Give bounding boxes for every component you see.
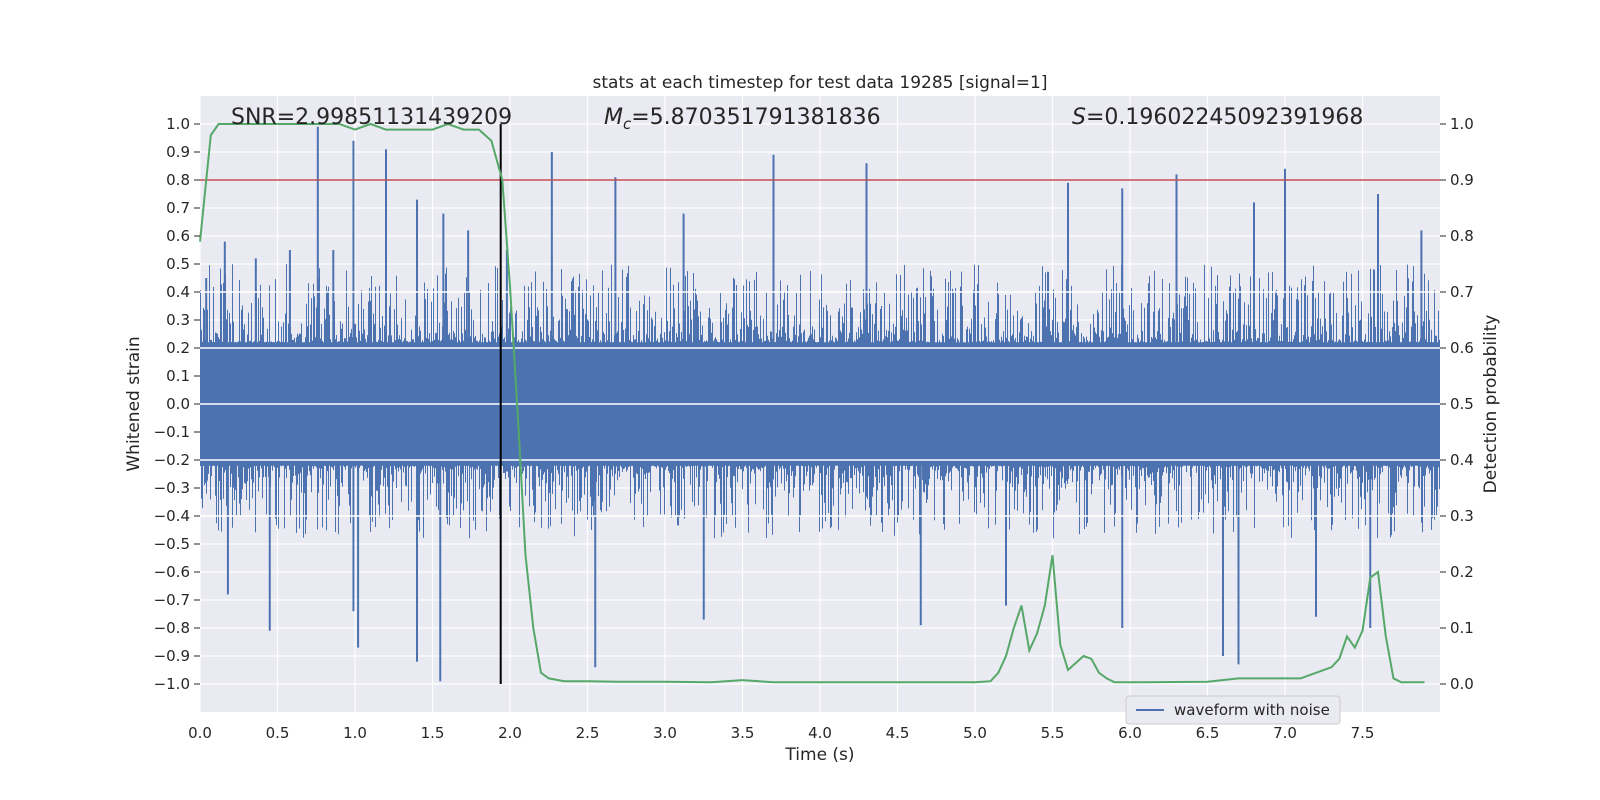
y2-tick-label-9: 0.1	[1450, 619, 1474, 637]
y-tick-label-0: 1.0	[166, 115, 190, 133]
y2-axis-ticks: 1.0 0.9 0.8 0.7 0.6 0.5 0.4 0.3 0.2 0.1 0.0	[1440, 115, 1474, 693]
y2-tick-label-3: 0.7	[1450, 283, 1474, 301]
x-tick-label-4: 2.0	[498, 724, 522, 742]
legend-box	[1125, 695, 1341, 725]
x-tick-label-1: 0.5	[266, 724, 290, 742]
x-tick-label-8: 4.0	[808, 724, 832, 742]
y2-tick-label-1: 0.9	[1450, 171, 1474, 189]
y2-tick-label-5: 0.5	[1450, 395, 1474, 413]
y-axis-label: Whitened strain	[124, 336, 144, 471]
y-tick-label-14: −0.4	[154, 507, 190, 525]
y-tick-label-12: −0.2	[154, 451, 190, 469]
s-value: =0.19602245092391968	[1086, 105, 1363, 130]
chart-title: stats at each timestep for test data 192…	[593, 73, 1048, 93]
y-tick-label-1: 0.9	[166, 143, 190, 161]
y-tick-label-8: 0.2	[166, 339, 190, 357]
y2-axis-label: Detection probability	[1481, 315, 1501, 494]
x-tick-label-12: 6.0	[1118, 724, 1142, 742]
legend: waveform with noise	[1125, 695, 1341, 725]
chirp-mass-value: =5.870351791381836	[631, 105, 880, 130]
y2-tick-label-8: 0.2	[1450, 563, 1474, 581]
x-tick-label-14: 7.0	[1273, 724, 1297, 742]
y-tick-label-4: 0.6	[166, 227, 190, 245]
x-tick-label-13: 6.5	[1196, 724, 1220, 742]
x-tick-label-15: 7.5	[1351, 724, 1375, 742]
y-tick-label-18: −0.8	[154, 619, 190, 637]
x-axis-label: Time (s)	[784, 745, 854, 765]
x-tick-label-7: 3.5	[731, 724, 755, 742]
snr-annotation: SNR=2.99851131439209	[231, 105, 512, 130]
y-tick-label-5: 0.5	[166, 255, 190, 273]
detection-probability-line	[199, 122, 1425, 684]
x-tick-label-9: 4.5	[886, 724, 910, 742]
x-axis-ticks: 0.0 0.5 1.0 1.5 2.0 2.5 3.0 3.5 4.0 4.5 5.0 5.5 6.0 6…	[188, 724, 1374, 742]
s-annotation: S=0.19602245092391968	[1072, 105, 1363, 130]
chirp-mass-symbol: M	[604, 105, 623, 130]
y2-tick-label-4: 0.6	[1450, 339, 1474, 357]
strain-series	[200, 126, 1440, 682]
legend-label: waveform with noise	[1174, 701, 1330, 719]
y-tick-label-2: 0.8	[166, 171, 190, 189]
y-tick-label-6: 0.4	[166, 283, 190, 301]
y-tick-label-3: 0.7	[166, 199, 190, 217]
overlay-lines	[199, 122, 1440, 684]
s-symbol: S	[1072, 105, 1086, 130]
x-tick-label-0: 0.0	[188, 724, 212, 742]
y-tick-label-20: −1.0	[154, 675, 190, 693]
y-tick-label-16: −0.6	[154, 563, 190, 581]
y-tick-label-13: −0.3	[154, 479, 190, 497]
chirp-mass-annotation: Mc=5.870351791381836	[604, 105, 881, 133]
y-tick-label-7: 0.3	[166, 311, 190, 329]
x-tick-label-11: 5.5	[1041, 724, 1065, 742]
y2-tick-label-6: 0.4	[1450, 451, 1474, 469]
y2-tick-label-2: 0.8	[1450, 227, 1474, 245]
x-tick-label-5: 2.5	[576, 724, 600, 742]
y-tick-label-10: 0.0	[166, 395, 190, 413]
y-tick-label-17: −0.7	[154, 591, 190, 609]
y2-tick-label-7: 0.3	[1450, 507, 1474, 525]
x-tick-label-2: 1.0	[343, 724, 367, 742]
y2-tick-label-10: 0.0	[1450, 675, 1474, 693]
y-tick-label-19: −0.9	[154, 647, 190, 665]
y-axis-ticks: 1.0 0.9 0.8 0.7 0.6 0.5 0.4 0.3 0.2 0.1 0.0 −0.1 −0.…	[154, 115, 200, 693]
y-tick-label-15: −0.5	[154, 535, 190, 553]
chirp-mass-subscript: c	[623, 115, 632, 133]
y-tick-label-11: −0.1	[154, 423, 190, 441]
x-tick-label-10: 5.0	[963, 724, 987, 742]
y-tick-label-9: 0.1	[166, 367, 190, 385]
y2-tick-label-0: 1.0	[1450, 115, 1474, 133]
x-tick-label-6: 3.0	[653, 724, 677, 742]
x-tick-label-3: 1.5	[421, 724, 445, 742]
